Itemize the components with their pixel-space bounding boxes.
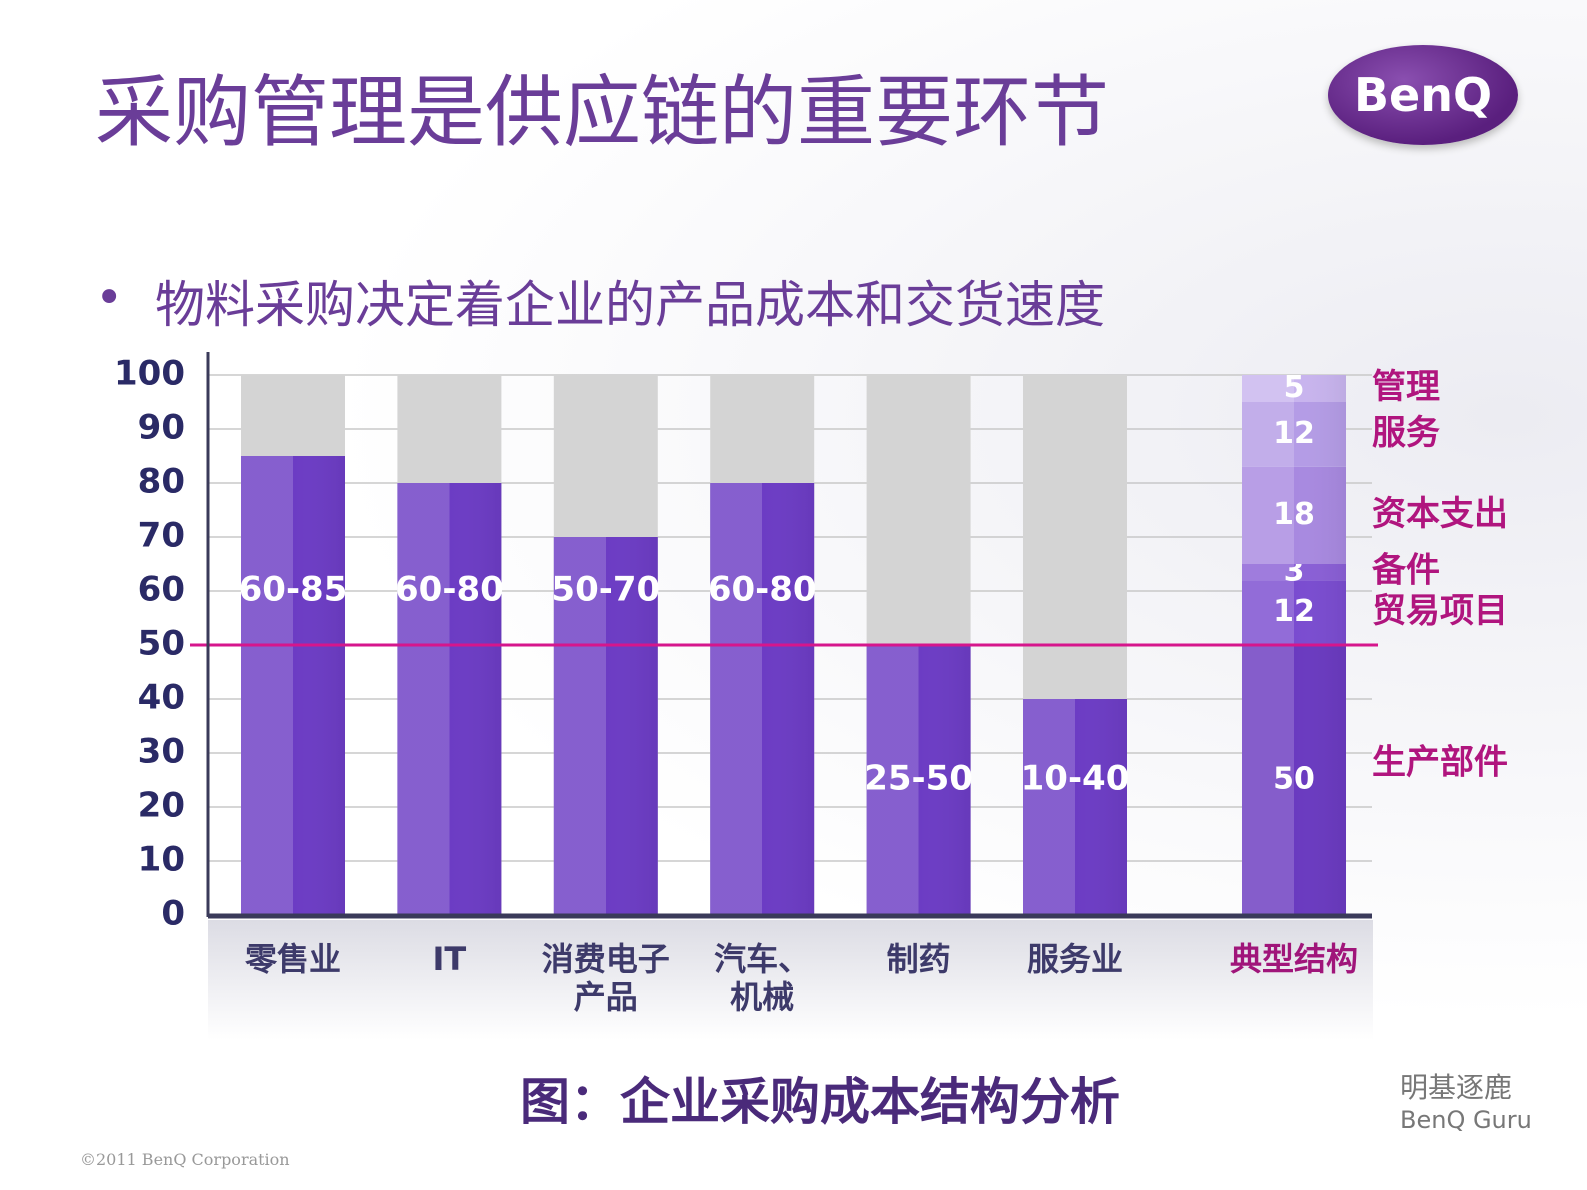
logo: BenQ xyxy=(1328,45,1518,145)
x-tick-label: IT xyxy=(432,940,467,978)
legend-label: 资本支出 xyxy=(1372,494,1508,534)
bar-sheen xyxy=(553,537,658,645)
bar-sheen xyxy=(241,456,345,591)
segment-label: 18 xyxy=(1273,497,1315,532)
x-tick-label: 典型结构 xyxy=(1229,940,1358,978)
bar-label: 60-85 xyxy=(239,570,348,610)
bar-sheen xyxy=(397,591,502,915)
x-tick-label: 零售业 xyxy=(244,940,341,978)
bar-sheen xyxy=(866,645,971,780)
bar-sheen xyxy=(1023,861,1127,915)
copyright: ©2011 BenQ Corporation xyxy=(80,1150,290,1169)
y-tick-label: 40 xyxy=(138,678,185,718)
bullet-text: 物料采购决定着企业的产品成本和交货速度 xyxy=(155,276,1105,334)
bar-sheen xyxy=(1023,699,1127,861)
legend-label: 服务 xyxy=(1372,413,1440,453)
y-tick-label: 60 xyxy=(138,570,185,610)
segment-label: 5 xyxy=(1284,370,1305,405)
bar-sheen xyxy=(1242,645,1346,915)
category-band xyxy=(208,920,1373,1040)
bar-sheen xyxy=(397,483,502,591)
legend-label: 贸易项目 xyxy=(1372,591,1508,631)
segment-label: 12 xyxy=(1273,594,1315,629)
y-tick-label: 30 xyxy=(138,732,185,772)
y-tick-label: 90 xyxy=(138,408,185,448)
y-tick-label: 20 xyxy=(138,786,185,826)
bar-label: 50-70 xyxy=(551,570,660,610)
bar-sheen xyxy=(710,483,815,591)
y-tick-label: 70 xyxy=(138,516,185,556)
brand-english: BenQ Guru xyxy=(1400,1106,1532,1134)
bar-sheen xyxy=(866,780,971,915)
x-tick-label: 制药 xyxy=(886,940,951,978)
bar-sheen xyxy=(1242,564,1346,581)
bar-sheen xyxy=(1242,375,1346,402)
bar-label: 25-50 xyxy=(864,759,973,799)
y-tick-label: 80 xyxy=(138,462,185,502)
brand-chinese: 明基逐鹿 xyxy=(1400,1071,1513,1104)
y-tick-label: 100 xyxy=(114,354,185,394)
x-tick-label: 消费电子 产品 xyxy=(541,940,670,1016)
bar-sheen xyxy=(1242,402,1346,467)
legend-label: 生产部件 xyxy=(1372,742,1508,782)
bar-label: 60-80 xyxy=(708,570,817,610)
bar-sheen xyxy=(241,591,345,915)
y-tick-label: 10 xyxy=(138,840,185,880)
slide-title: 采购管理是供应链的重要环节 xyxy=(95,68,1110,158)
x-tick-label: 服务业 xyxy=(1026,940,1123,978)
bar-sheen xyxy=(710,591,815,915)
bar-label: 10-40 xyxy=(1021,759,1130,799)
y-tick-label: 50 xyxy=(138,624,185,664)
bullet-marker: • xyxy=(95,270,124,326)
bar-sheen xyxy=(1242,580,1346,645)
bar-label: 60-80 xyxy=(395,570,504,610)
x-tick-label: 汽车、 机械 xyxy=(714,940,811,1016)
segment-label: 50 xyxy=(1273,762,1315,797)
bar-sheen xyxy=(553,645,658,915)
y-tick-label: 0 xyxy=(161,894,185,934)
bar-sheen xyxy=(1242,466,1346,564)
segment-label: 12 xyxy=(1273,416,1315,451)
chart-caption: 图：企业采购成本结构分析 xyxy=(520,1073,1120,1131)
legend-label: 管理 xyxy=(1372,367,1440,407)
legend-label: 备件 xyxy=(1372,551,1440,591)
